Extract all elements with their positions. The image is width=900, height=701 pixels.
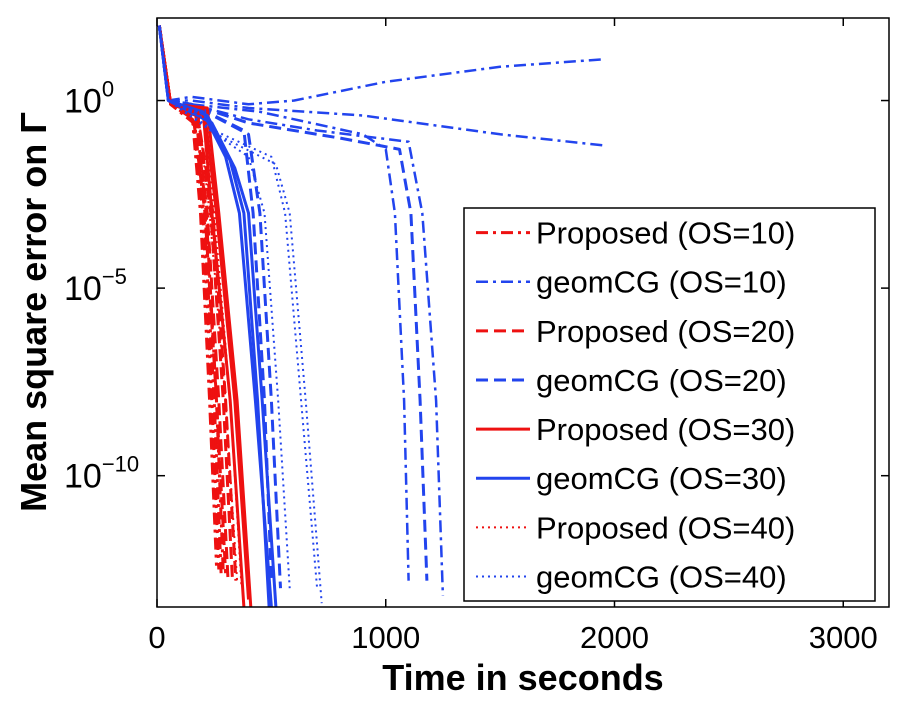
x-tick-label: 2000 — [580, 620, 649, 655]
legend-entry[interactable]: Proposed (OS=20) — [476, 314, 795, 349]
y-tick-label: 10−10 — [64, 452, 139, 496]
y-axis-label: Mean square error on Γ — [13, 112, 54, 512]
legend[interactable]: Proposed (OS=10) geomCG (OS=10) Proposed (… — [463, 207, 876, 602]
legend-label: Proposed (OS=10) — [536, 216, 795, 251]
legend-entry[interactable]: geomCG (OS=10) — [476, 265, 787, 300]
legend-label: geomCG (OS=20) — [536, 363, 787, 398]
legend-entry[interactable]: Proposed (OS=40) — [476, 510, 795, 545]
legend-label: Proposed (OS=40) — [536, 510, 795, 545]
series-6-run-1 — [158, 25, 243, 589]
series-7-run-1 — [158, 25, 323, 604]
y-axis: 100 10−5 10−10 — [64, 77, 889, 496]
series-2-run-0 — [157, 25, 228, 574]
series-5-run-2 — [157, 25, 278, 607]
series-0-run-2 — [157, 25, 223, 574]
x-tick-label: 0 — [148, 620, 165, 655]
legend-entry[interactable]: geomCG (OS=20) — [476, 363, 787, 398]
legend-entry[interactable]: geomCG (OS=30) — [476, 461, 787, 496]
series-0-run-3 — [157, 25, 225, 574]
series-2-run-1 — [157, 25, 230, 578]
legend-entry[interactable]: geomCG (OS=40) — [476, 559, 787, 594]
series-layer — [157, 25, 606, 607]
legend-label: geomCG (OS=40) — [536, 559, 787, 594]
x-axis: 0 1000 2000 3000 — [148, 18, 878, 655]
series-7-run-0 — [158, 25, 319, 589]
x-tick-label: 3000 — [809, 620, 878, 655]
series-7-run-2 — [158, 25, 291, 589]
series-2-run-2 — [157, 25, 234, 581]
x-axis-label: Time in seconds — [382, 657, 663, 698]
legend-entry[interactable]: Proposed (OS=30) — [476, 412, 795, 447]
y-tick-label: 100 — [64, 77, 114, 121]
x-tick-label: 1000 — [351, 620, 420, 655]
legend-label: geomCG (OS=10) — [536, 265, 787, 300]
plot-frame — [156, 17, 890, 608]
series-0-run-1 — [157, 25, 218, 566]
legend-label: Proposed (OS=20) — [536, 314, 795, 349]
legend-label: Proposed (OS=30) — [536, 412, 795, 447]
y-tick-label: 10−5 — [64, 264, 127, 308]
legend-label: geomCG (OS=30) — [536, 461, 787, 496]
legend-box — [463, 207, 876, 602]
legend-entry[interactable]: Proposed (OS=10) — [476, 216, 795, 251]
